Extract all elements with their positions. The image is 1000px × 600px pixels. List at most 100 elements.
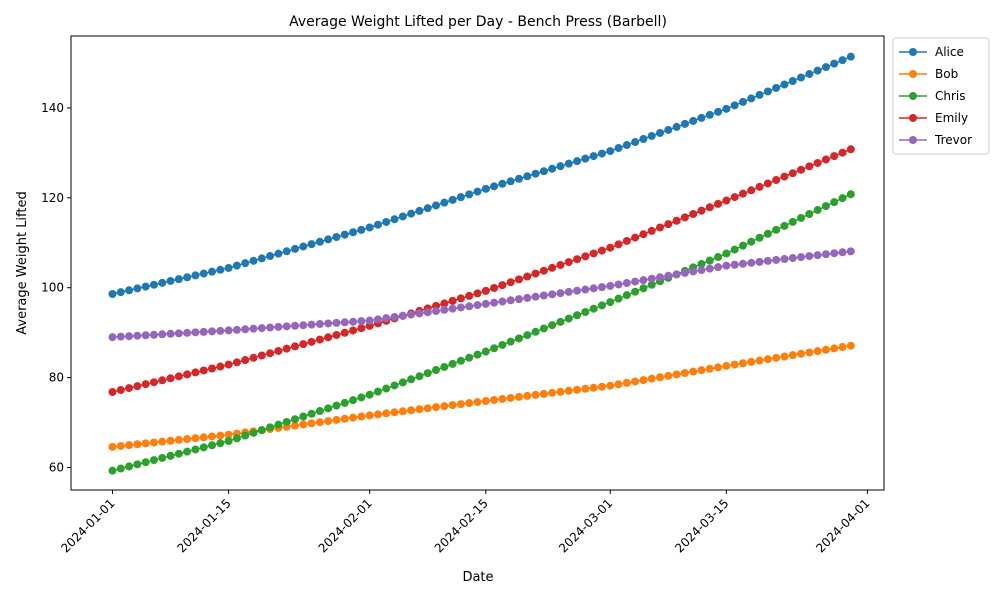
data-point bbox=[141, 458, 150, 467]
data-point bbox=[183, 328, 192, 337]
data-point bbox=[456, 356, 465, 365]
data-point bbox=[224, 430, 233, 439]
data-point bbox=[191, 434, 200, 443]
data-point bbox=[440, 305, 449, 314]
data-point bbox=[448, 359, 457, 368]
y-tick-label: 100 bbox=[41, 281, 64, 295]
data-point bbox=[332, 331, 341, 340]
data-point bbox=[232, 261, 241, 270]
data-point bbox=[125, 332, 134, 341]
data-point bbox=[174, 329, 183, 338]
series-layer bbox=[108, 52, 855, 475]
data-point bbox=[564, 159, 573, 168]
data-point bbox=[490, 344, 499, 353]
data-point bbox=[506, 278, 515, 287]
data-point bbox=[797, 213, 806, 222]
data-point bbox=[166, 276, 175, 285]
data-point bbox=[531, 390, 540, 399]
data-point bbox=[448, 195, 457, 204]
data-point bbox=[647, 280, 656, 289]
data-point bbox=[456, 303, 465, 312]
data-point bbox=[821, 63, 830, 72]
data-point bbox=[722, 196, 731, 205]
series-bob bbox=[108, 341, 855, 451]
data-point bbox=[680, 369, 689, 378]
data-point bbox=[299, 242, 308, 251]
data-point bbox=[730, 101, 739, 110]
data-point bbox=[340, 230, 349, 239]
data-point bbox=[846, 145, 855, 154]
data-point bbox=[772, 83, 781, 92]
data-point bbox=[639, 284, 648, 293]
data-point bbox=[390, 312, 399, 321]
data-point bbox=[232, 434, 241, 443]
data-point bbox=[481, 347, 490, 356]
legend-marker bbox=[909, 136, 917, 144]
data-point bbox=[548, 164, 557, 173]
data-point bbox=[191, 445, 200, 454]
data-point bbox=[465, 291, 474, 300]
data-point bbox=[531, 169, 540, 178]
data-point bbox=[216, 265, 225, 274]
data-point bbox=[191, 271, 200, 280]
chart-title: Average Weight Lifted per Day - Bench Pr… bbox=[289, 14, 667, 30]
data-point bbox=[556, 387, 565, 396]
data-point bbox=[548, 263, 557, 272]
x-tick-label: 2024-02-01 bbox=[316, 496, 375, 555]
data-point bbox=[772, 255, 781, 264]
data-point bbox=[813, 206, 822, 215]
data-point bbox=[407, 209, 416, 218]
data-point bbox=[315, 335, 324, 344]
data-point bbox=[722, 361, 731, 370]
data-point bbox=[448, 296, 457, 305]
legend-box bbox=[892, 37, 990, 155]
data-point bbox=[763, 179, 772, 188]
data-point bbox=[349, 396, 358, 405]
data-point bbox=[631, 377, 640, 386]
data-point bbox=[290, 421, 299, 430]
data-point bbox=[149, 330, 158, 339]
data-point bbox=[241, 431, 250, 440]
data-point bbox=[564, 386, 573, 395]
data-point bbox=[656, 273, 665, 282]
data-point bbox=[622, 279, 631, 288]
data-point bbox=[589, 383, 598, 392]
data-point bbox=[614, 380, 623, 389]
data-point bbox=[788, 77, 797, 86]
data-point bbox=[614, 144, 623, 153]
data-point bbox=[382, 384, 391, 393]
data-point bbox=[158, 437, 167, 446]
data-point bbox=[763, 87, 772, 96]
data-point bbox=[672, 216, 681, 225]
y-tick-label: 80 bbox=[49, 371, 64, 385]
data-point bbox=[747, 258, 756, 267]
data-point bbox=[523, 272, 532, 281]
data-point bbox=[390, 408, 399, 417]
data-point bbox=[606, 298, 615, 307]
data-point bbox=[423, 404, 432, 413]
data-point bbox=[656, 373, 665, 382]
data-point bbox=[697, 113, 706, 122]
data-point bbox=[606, 243, 615, 252]
data-point bbox=[340, 414, 349, 423]
data-point bbox=[307, 240, 316, 249]
data-point bbox=[639, 376, 648, 385]
data-point bbox=[838, 194, 847, 203]
data-point bbox=[680, 213, 689, 222]
x-tick-label: 2024-03-15 bbox=[672, 496, 731, 555]
data-point bbox=[315, 407, 324, 416]
data-point bbox=[631, 287, 640, 296]
data-point bbox=[573, 157, 582, 166]
legend-marker bbox=[909, 48, 917, 56]
data-point bbox=[738, 97, 747, 106]
legend-item-emily: Emily bbox=[899, 111, 968, 125]
data-point bbox=[108, 333, 117, 342]
data-point bbox=[714, 199, 723, 208]
data-point bbox=[647, 226, 656, 235]
data-point bbox=[257, 351, 266, 360]
x-tick-label: 2024-02-15 bbox=[432, 496, 491, 555]
data-point bbox=[249, 353, 258, 362]
data-point bbox=[564, 258, 573, 267]
data-point bbox=[755, 90, 764, 99]
data-point bbox=[133, 440, 142, 449]
